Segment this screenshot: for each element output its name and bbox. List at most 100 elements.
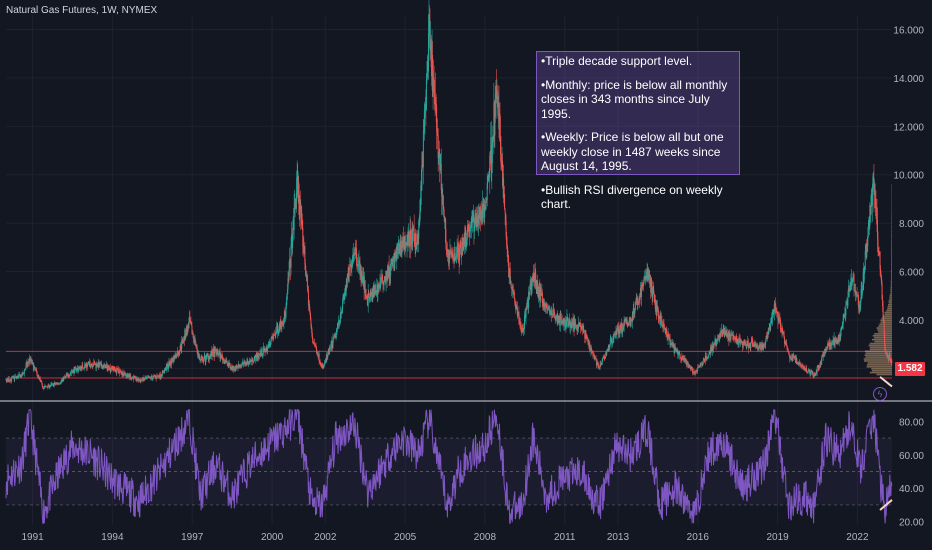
candle-body bbox=[438, 152, 440, 155]
candle-body bbox=[826, 348, 828, 350]
candle-body bbox=[546, 308, 548, 310]
candle-body bbox=[78, 368, 80, 371]
candle-body bbox=[758, 347, 760, 349]
candle-body bbox=[865, 247, 867, 252]
candle-body bbox=[141, 379, 143, 381]
candle-body bbox=[10, 379, 12, 381]
candle-body bbox=[708, 351, 710, 354]
volume-profile-bar bbox=[865, 356, 892, 358]
candle-body bbox=[312, 336, 314, 340]
candle-body bbox=[818, 367, 820, 369]
analysis-note[interactable]: •Triple decade support level. •Monthly: … bbox=[536, 51, 740, 211]
candle-body bbox=[858, 297, 860, 308]
candle-body bbox=[40, 380, 42, 382]
candle-body bbox=[416, 244, 418, 247]
candle-body bbox=[641, 283, 643, 286]
candle-body bbox=[451, 252, 453, 256]
candle-body bbox=[80, 367, 82, 370]
candle-body bbox=[466, 239, 468, 241]
candle-body bbox=[130, 378, 132, 380]
candle-body bbox=[832, 340, 834, 342]
candle-body bbox=[93, 361, 95, 365]
candle-body bbox=[524, 315, 526, 329]
candle-body bbox=[671, 344, 673, 346]
candle-body bbox=[487, 180, 489, 182]
candle-body bbox=[591, 350, 593, 352]
candle-body bbox=[160, 376, 162, 378]
candle-body bbox=[295, 199, 297, 206]
candle-body bbox=[446, 249, 448, 252]
candle-body bbox=[290, 244, 292, 268]
candle-body bbox=[96, 365, 98, 367]
candle-body bbox=[56, 383, 58, 385]
candle-body bbox=[745, 343, 747, 347]
candle-body bbox=[19, 375, 21, 378]
candle-body bbox=[24, 368, 26, 370]
candle-body bbox=[441, 196, 443, 203]
candle-body bbox=[315, 346, 317, 349]
candle-body bbox=[297, 181, 299, 190]
candle-body bbox=[856, 291, 858, 296]
candle-body bbox=[411, 229, 413, 246]
candle-body bbox=[233, 369, 235, 371]
candle-body bbox=[19, 374, 21, 376]
candle-body bbox=[168, 361, 170, 367]
candle-body bbox=[630, 320, 632, 321]
candle-body bbox=[790, 357, 792, 358]
candle-body bbox=[277, 328, 279, 334]
candle-body bbox=[370, 292, 372, 296]
candle-body bbox=[503, 178, 505, 198]
candle-body bbox=[114, 369, 116, 372]
candle-body bbox=[18, 374, 20, 377]
candle-body bbox=[362, 276, 364, 284]
candle-body bbox=[573, 317, 575, 330]
candle-body bbox=[621, 323, 623, 331]
candle-body bbox=[152, 378, 154, 380]
candle-body bbox=[99, 363, 101, 366]
candle-body bbox=[52, 383, 54, 385]
candle-body bbox=[238, 366, 240, 368]
candle-body bbox=[387, 265, 389, 281]
candle-body bbox=[304, 263, 306, 270]
candle-body bbox=[671, 343, 673, 345]
candle-body bbox=[140, 379, 142, 382]
candle-body bbox=[279, 321, 281, 329]
candle-body bbox=[509, 268, 511, 284]
volume-profile-bar bbox=[890, 282, 892, 285]
candle-body bbox=[128, 374, 130, 376]
candle-body bbox=[612, 337, 614, 339]
candle-body bbox=[517, 311, 519, 314]
candle-body bbox=[209, 355, 211, 360]
candle-body bbox=[385, 276, 387, 283]
candle-body bbox=[355, 247, 357, 249]
candle-body bbox=[709, 348, 711, 354]
candle-body bbox=[190, 321, 192, 323]
candle-body bbox=[347, 274, 349, 277]
candle-body bbox=[97, 362, 99, 367]
candle-body bbox=[212, 354, 214, 357]
candle-body bbox=[528, 291, 530, 309]
candle-body bbox=[211, 349, 213, 357]
candle-body bbox=[664, 328, 666, 329]
candle-body bbox=[750, 341, 752, 343]
candle-body bbox=[111, 365, 113, 368]
candle-body bbox=[837, 339, 839, 344]
candle-body bbox=[723, 329, 725, 330]
candle-body bbox=[157, 375, 159, 377]
candle-body bbox=[821, 356, 823, 362]
candle-body bbox=[49, 385, 51, 387]
candle-body bbox=[607, 349, 609, 352]
price-tick-label: 8.000 bbox=[899, 219, 924, 230]
candle-body bbox=[95, 363, 97, 368]
candle-body bbox=[469, 228, 471, 232]
candle-body bbox=[823, 351, 825, 354]
candle-body bbox=[425, 104, 427, 110]
candle-body bbox=[61, 379, 63, 381]
candle-body bbox=[845, 305, 847, 316]
candle-body bbox=[27, 361, 29, 363]
candle-body bbox=[840, 329, 842, 338]
candle-body bbox=[712, 345, 714, 352]
lightning-icon[interactable]: ϟ bbox=[873, 387, 887, 401]
candle-body bbox=[322, 365, 324, 368]
